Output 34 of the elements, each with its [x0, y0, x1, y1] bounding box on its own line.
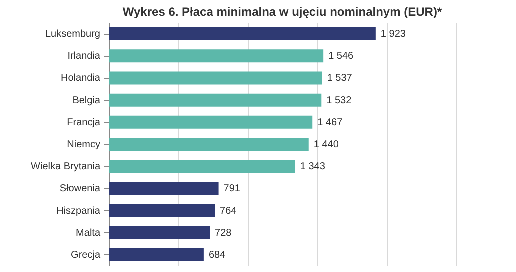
- bar: [109, 204, 216, 218]
- data-label: 1 343: [300, 162, 326, 173]
- data-label: 1 923: [380, 29, 406, 40]
- bar: [109, 72, 322, 85]
- y-tick-label: Słowenia: [60, 184, 101, 195]
- bar: [109, 116, 313, 129]
- y-tick-label: Belgia: [72, 95, 101, 106]
- y-tick-label: Grecja: [71, 250, 101, 261]
- data-label: 1 467: [318, 117, 344, 128]
- y-tick-label: Niemcy: [67, 140, 100, 150]
- bar: [109, 160, 296, 174]
- y-tick-label: Malta: [76, 228, 101, 239]
- data-label: 684: [208, 250, 226, 261]
- data-label: 1 532: [326, 95, 352, 106]
- bar: [109, 226, 210, 240]
- data-label: 764: [220, 206, 238, 217]
- bar: [109, 138, 309, 151]
- data-label: 728: [215, 228, 232, 239]
- data-label: 1 546: [328, 51, 354, 62]
- bar: [109, 28, 376, 41]
- bar: [109, 50, 324, 63]
- y-tick-label: Luksemburg: [45, 29, 100, 40]
- data-label: 791: [224, 184, 241, 195]
- y-tick-label: Wielka Brytania: [31, 162, 101, 173]
- y-tick-label: Irlandia: [68, 51, 101, 62]
- data-label: 1 440: [314, 140, 340, 150]
- y-tick-label: Hiszpania: [56, 206, 101, 217]
- bar: [109, 94, 322, 107]
- chart-title: Wykres 6. Płaca minimalna w ujęciu nominalnym (EUR)*: [122, 5, 442, 19]
- data-label: 1 537: [327, 73, 353, 84]
- bar: [109, 248, 204, 262]
- y-tick-label: Francja: [67, 117, 101, 128]
- y-tick-label: Holandia: [61, 73, 101, 84]
- bar: [109, 182, 219, 196]
